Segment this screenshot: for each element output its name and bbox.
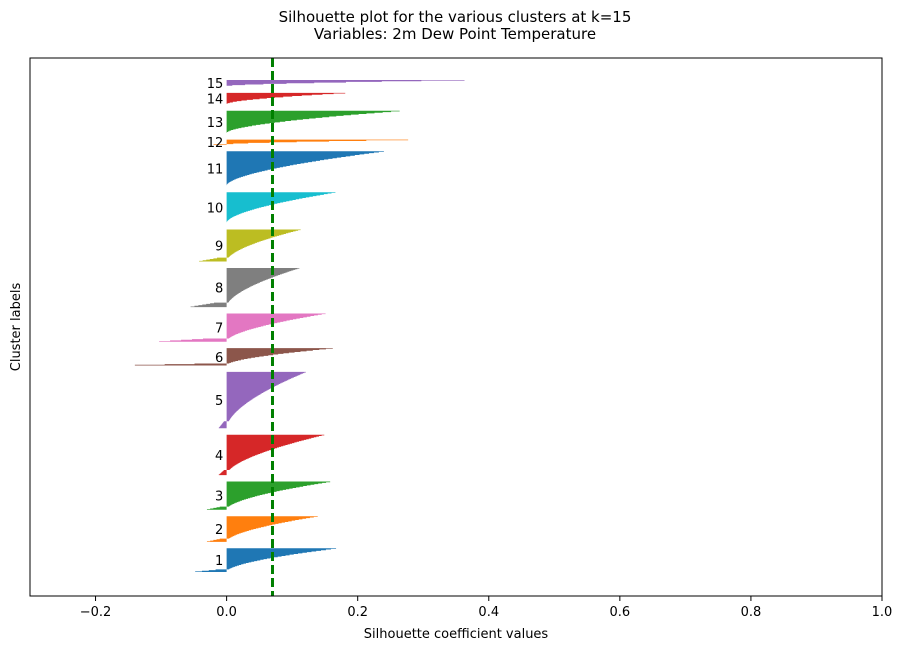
cluster-13-silhouette — [226, 110, 400, 134]
cluster-label-8: 8 — [215, 282, 223, 297]
plot-frame — [29, 57, 883, 597]
cluster-8-silhouette — [190, 267, 300, 308]
cluster-label-3: 3 — [215, 490, 223, 505]
x-axis-ticks: −0.2 0.0 0.2 0.4 0.6 0.8 1.0 — [80, 596, 893, 620]
cluster-11-silhouette — [226, 151, 384, 186]
x-tick-label: 0.4 — [478, 605, 499, 620]
cluster-label-9: 9 — [215, 239, 223, 254]
cluster-6-silhouette — [134, 348, 333, 366]
cluster-label-11: 11 — [207, 163, 224, 178]
cluster-label-14: 14 — [207, 93, 224, 108]
cluster-14-silhouette — [226, 92, 346, 105]
x-tick-label: 1.0 — [872, 605, 893, 620]
cluster-label-4: 4 — [215, 449, 223, 464]
chart-subtitle: Variables: 2m Dew Point Temperature — [314, 25, 596, 43]
y-axis-label: Cluster labels — [9, 283, 24, 372]
cluster-label-12: 12 — [207, 136, 224, 151]
x-tick-label: 0.2 — [347, 605, 368, 620]
cluster-label-15: 15 — [207, 77, 224, 92]
x-tick-label: −0.2 — [80, 605, 112, 620]
cluster-label-13: 13 — [207, 116, 224, 131]
x-tick-label: 0.8 — [741, 605, 762, 620]
cluster-7-silhouette — [159, 313, 326, 342]
cluster-label-6: 6 — [215, 351, 223, 366]
cluster-1-silhouette — [195, 548, 337, 572]
cluster-4-silhouette — [218, 434, 325, 476]
cluster-label-2: 2 — [215, 523, 223, 538]
cluster-2-silhouette — [206, 516, 318, 542]
cluster-label-1: 1 — [215, 554, 223, 569]
x-tick-label: 0.0 — [216, 605, 237, 620]
chart-title: Silhouette plot for the various clusters… — [279, 8, 632, 26]
cluster-9-silhouette — [199, 229, 301, 262]
cluster-label-7: 7 — [215, 322, 223, 337]
cluster-10-silhouette — [226, 192, 336, 224]
x-axis-label: Silhouette coefficient values — [364, 627, 549, 642]
x-tick-label: 0.6 — [610, 605, 631, 620]
cluster-15-silhouette — [226, 80, 465, 87]
cluster-3-silhouette — [206, 481, 331, 510]
cluster-label-10: 10 — [207, 202, 224, 217]
cluster-label-5: 5 — [215, 394, 223, 409]
cluster-bars — [134, 80, 465, 572]
cluster-12-silhouette — [213, 139, 409, 145]
cluster-5-silhouette — [218, 371, 306, 429]
